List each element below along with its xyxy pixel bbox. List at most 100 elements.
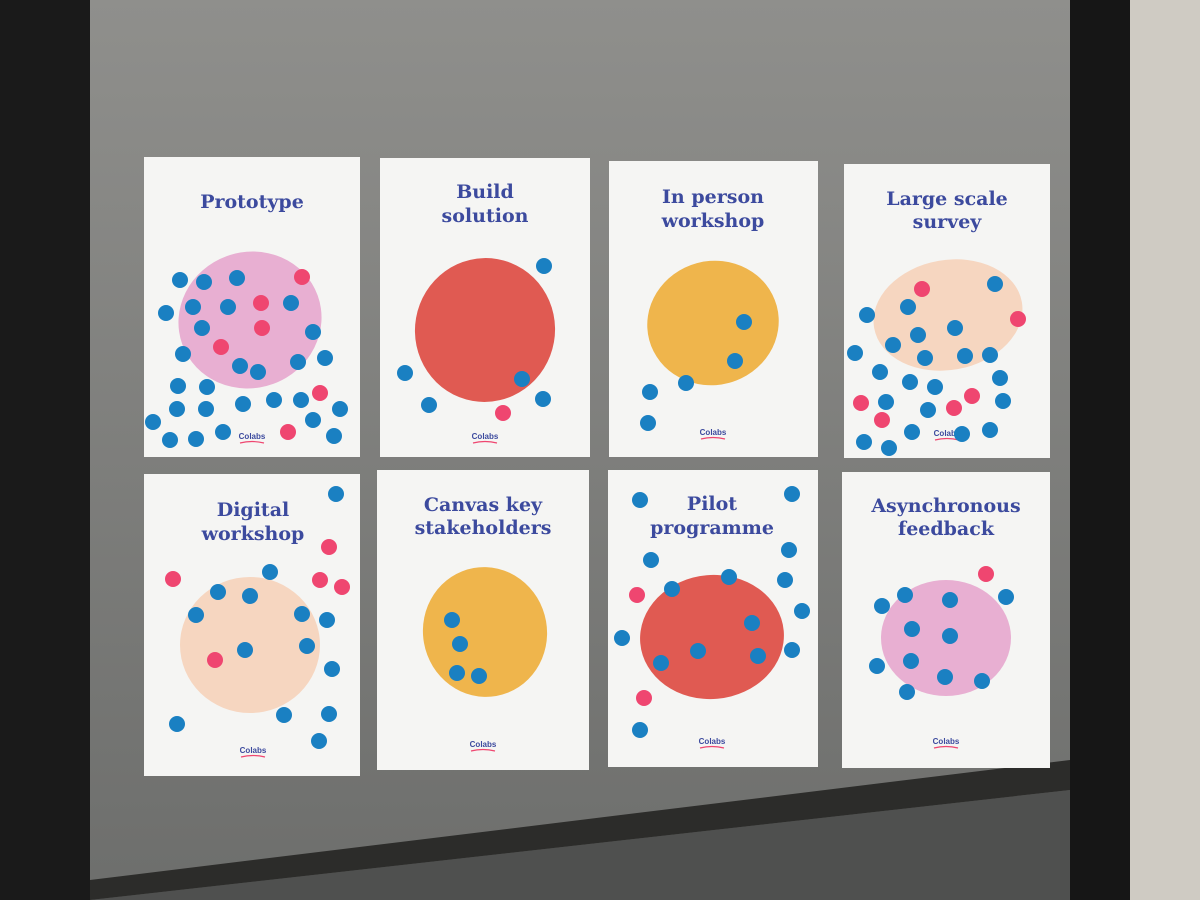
blue-dot xyxy=(305,412,321,428)
blue-dot xyxy=(904,621,920,637)
pink-dot xyxy=(495,405,511,421)
pink-dot xyxy=(636,690,652,706)
blue-dot xyxy=(632,492,648,508)
blob xyxy=(414,258,556,402)
blue-dot xyxy=(397,365,413,381)
poster-title: Canvas key xyxy=(424,494,543,516)
blue-dot xyxy=(220,299,236,315)
blue-dot xyxy=(172,272,188,288)
blue-dot xyxy=(514,371,530,387)
pink-dot xyxy=(254,320,270,336)
blue-dot xyxy=(900,299,916,315)
blue-dot xyxy=(982,422,998,438)
blue-dot xyxy=(317,350,333,366)
blue-dot xyxy=(262,564,278,580)
blue-dot xyxy=(640,415,656,431)
poster-title: workshop xyxy=(661,210,765,232)
blue-dot xyxy=(293,392,309,408)
blue-dot xyxy=(328,486,344,502)
blue-dot xyxy=(859,307,875,323)
blue-dot xyxy=(283,295,299,311)
logo: Colabs xyxy=(240,746,267,755)
poster-title: Large scale xyxy=(886,188,1008,210)
blue-dot xyxy=(162,432,178,448)
pink-dot xyxy=(312,572,328,588)
blue-dot xyxy=(169,716,185,732)
blob xyxy=(422,567,548,697)
blue-dot xyxy=(319,612,335,628)
blue-dot xyxy=(536,258,552,274)
poster-title: workshop xyxy=(201,523,305,545)
blue-dot xyxy=(232,358,248,374)
blue-dot xyxy=(169,401,185,417)
blue-dot xyxy=(188,607,204,623)
blue-dot xyxy=(872,364,888,380)
blue-dot xyxy=(998,589,1014,605)
wall xyxy=(1130,0,1200,900)
blue-dot xyxy=(290,354,306,370)
blue-dot xyxy=(750,648,766,664)
blob xyxy=(178,251,322,389)
blue-dot xyxy=(744,615,760,631)
blue-dot xyxy=(242,588,258,604)
blob xyxy=(873,259,1023,371)
poster-title: Prototype xyxy=(200,191,304,213)
logo: Colabs xyxy=(470,740,497,749)
pink-dot xyxy=(914,281,930,297)
poster-title: survey xyxy=(913,211,983,233)
logo-underline xyxy=(239,440,265,444)
blob xyxy=(640,574,784,700)
blue-dot xyxy=(535,391,551,407)
blue-dot xyxy=(995,393,1011,409)
blue-dot xyxy=(642,384,658,400)
poster-title: Asynchronous xyxy=(870,495,1020,517)
pink-dot xyxy=(321,539,337,555)
poster-title: Pilot xyxy=(687,493,737,515)
pink-dot xyxy=(312,385,328,401)
poster-title: feedback xyxy=(898,518,995,540)
blue-dot xyxy=(942,592,958,608)
blue-dot xyxy=(266,392,282,408)
blue-dot xyxy=(885,337,901,353)
blue-dot xyxy=(158,305,174,321)
poster-title: Build xyxy=(456,181,514,203)
logo-underline xyxy=(472,440,498,444)
blue-dot xyxy=(957,348,973,364)
blue-dot xyxy=(326,428,342,444)
blue-dot xyxy=(954,426,970,442)
pink-dot xyxy=(334,579,350,595)
blue-dot xyxy=(196,274,212,290)
blue-dot xyxy=(229,270,245,286)
door-frame xyxy=(1070,0,1130,900)
pink-dot xyxy=(253,295,269,311)
poster-title: programme xyxy=(650,517,774,539)
logo-underline xyxy=(933,745,959,749)
blue-dot xyxy=(614,630,630,646)
blue-dot xyxy=(299,638,315,654)
pink-dot xyxy=(294,269,310,285)
blue-dot xyxy=(294,606,310,622)
blue-dot xyxy=(727,353,743,369)
pink-dot xyxy=(874,412,890,428)
blue-dot xyxy=(198,401,214,417)
blue-dot xyxy=(632,722,648,738)
poster-title: stakeholders xyxy=(415,517,552,539)
blue-dot xyxy=(942,628,958,644)
logo-underline xyxy=(470,748,496,752)
blue-dot xyxy=(444,612,460,628)
poster-title: Digital xyxy=(217,499,290,521)
blue-dot xyxy=(927,379,943,395)
blue-dot xyxy=(902,374,918,390)
blue-dot xyxy=(471,668,487,684)
poster: Prototype Colabs xyxy=(144,157,360,457)
blue-dot xyxy=(210,584,226,600)
blue-dot xyxy=(185,299,201,315)
blue-dot xyxy=(250,364,266,380)
blue-dot xyxy=(199,379,215,395)
